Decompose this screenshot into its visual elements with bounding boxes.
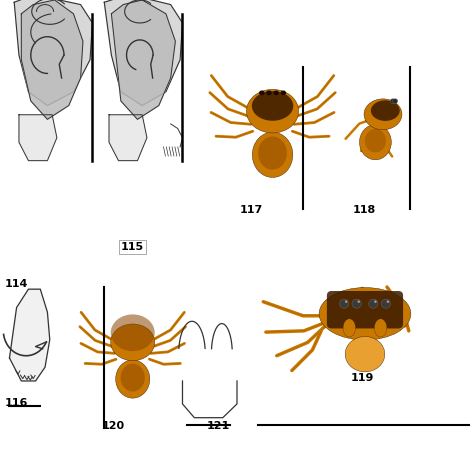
Polygon shape	[111, 0, 175, 119]
Ellipse shape	[374, 300, 377, 303]
Ellipse shape	[116, 360, 150, 398]
Text: 114: 114	[5, 279, 28, 289]
Ellipse shape	[345, 336, 385, 372]
Ellipse shape	[359, 124, 392, 160]
Ellipse shape	[120, 364, 145, 392]
Ellipse shape	[281, 90, 286, 95]
Ellipse shape	[352, 299, 361, 308]
Polygon shape	[14, 0, 92, 106]
Ellipse shape	[371, 101, 400, 121]
Ellipse shape	[374, 319, 387, 337]
Text: 117: 117	[239, 206, 263, 215]
Text: 116: 116	[5, 398, 28, 408]
Ellipse shape	[266, 90, 272, 95]
Ellipse shape	[364, 99, 402, 130]
Ellipse shape	[369, 299, 378, 308]
Ellipse shape	[365, 129, 386, 152]
Text: 121: 121	[206, 421, 229, 431]
Ellipse shape	[319, 287, 411, 340]
Ellipse shape	[111, 324, 155, 361]
Ellipse shape	[273, 90, 279, 95]
Text: 115: 115	[121, 242, 144, 252]
Ellipse shape	[390, 99, 395, 103]
Polygon shape	[109, 115, 147, 161]
Ellipse shape	[343, 319, 356, 337]
Ellipse shape	[339, 299, 349, 308]
Ellipse shape	[252, 91, 293, 121]
Ellipse shape	[259, 90, 264, 95]
Ellipse shape	[381, 299, 391, 308]
Ellipse shape	[387, 300, 389, 303]
Text: 119: 119	[351, 373, 374, 383]
Polygon shape	[9, 289, 50, 381]
Ellipse shape	[357, 300, 360, 303]
Ellipse shape	[252, 132, 293, 178]
Polygon shape	[19, 115, 57, 161]
Polygon shape	[104, 0, 182, 106]
Ellipse shape	[111, 314, 155, 351]
Ellipse shape	[392, 99, 398, 103]
Ellipse shape	[246, 90, 299, 133]
Ellipse shape	[345, 300, 347, 303]
Ellipse shape	[258, 136, 287, 170]
FancyBboxPatch shape	[327, 291, 403, 329]
Text: 120: 120	[102, 421, 125, 431]
Polygon shape	[21, 0, 83, 119]
Text: 118: 118	[353, 206, 376, 215]
